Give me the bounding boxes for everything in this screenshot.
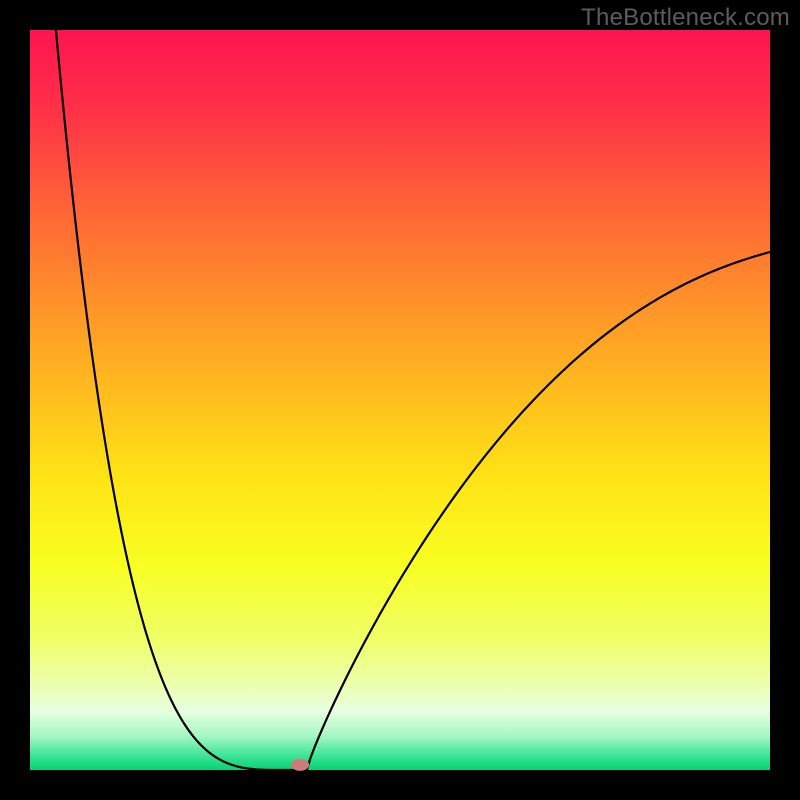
plot-background (30, 30, 770, 770)
optimum-marker (291, 759, 309, 771)
chart-stage: TheBottleneck.com (0, 0, 800, 800)
watermark-text: TheBottleneck.com (581, 4, 790, 32)
bottleneck-chart (0, 0, 800, 800)
